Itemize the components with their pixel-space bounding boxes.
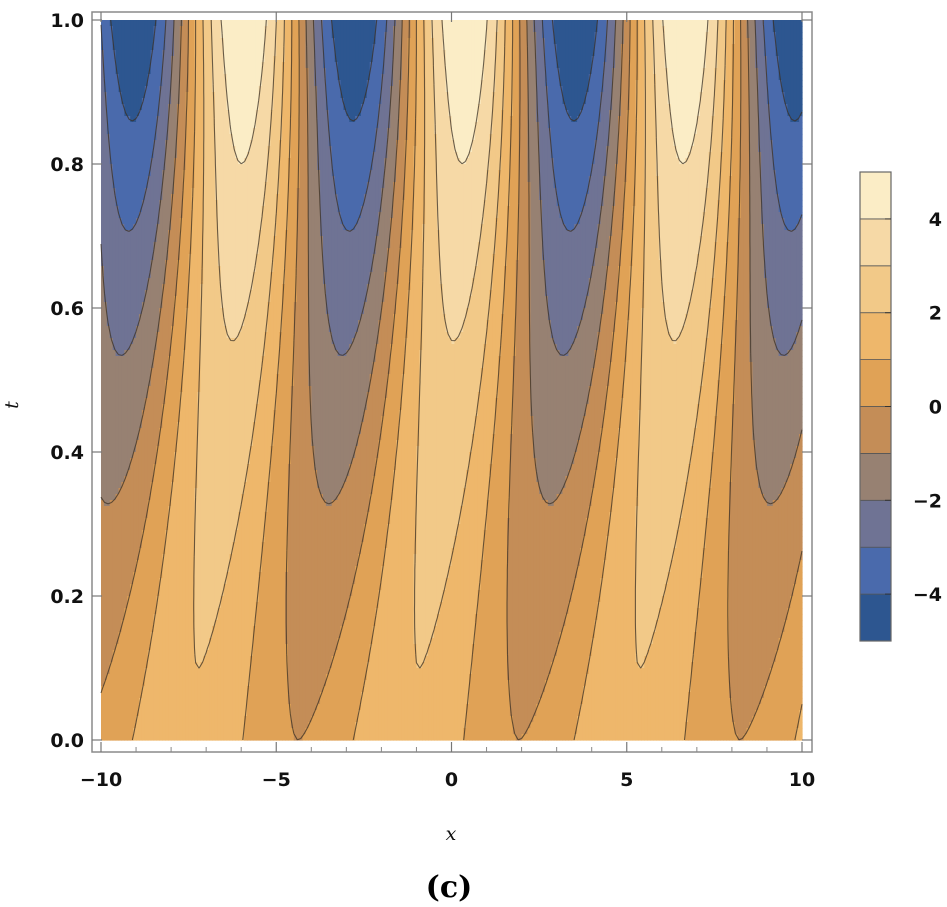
y-tick-label: 0.6 (50, 298, 84, 320)
colorbar-band (859, 499, 892, 548)
contour-plot-area (100, 19, 803, 741)
colorbar-band (859, 312, 892, 361)
colorbar-tick-label: −2 (913, 490, 942, 512)
colorbar-tick-label: 0 (929, 397, 942, 419)
contour-line-level-neg2 (100, 19, 803, 356)
colorbar-band (859, 593, 892, 642)
colorbar-band (859, 546, 892, 595)
colorbar-band (859, 171, 892, 220)
colorbar-band (859, 265, 892, 314)
y-tick-label: 0.4 (50, 442, 84, 464)
y-axis-ticks: 0.0 0.2 0.4 0.6 0.8 1.0 (50, 10, 812, 752)
x-tick-label: 0 (445, 769, 458, 791)
contour-line-level-2 (193, 19, 727, 669)
contour-line-level-3 (210, 19, 719, 342)
x-axis-title: x (446, 823, 457, 845)
y-tick-label: 0.8 (50, 154, 84, 176)
colorbar-tick-label: 4 (929, 209, 942, 231)
colorbar-band (859, 452, 892, 501)
colorbar-band (859, 359, 892, 407)
colorbar-tick-label: −4 (913, 584, 942, 606)
contour-line-level-1 (131, 19, 803, 741)
contour-line-level-neg4 (110, 19, 803, 122)
panel-label: (c) (426, 870, 473, 905)
contour-line-level-0 (100, 19, 803, 741)
contour-line-level-4 (220, 19, 709, 165)
colorbar-band (859, 218, 892, 267)
x-tick-label: 5 (620, 769, 633, 791)
x-tick-label: 10 (789, 769, 815, 791)
contour-line-level-neg1 (100, 19, 803, 505)
x-tick-label: −10 (80, 769, 122, 791)
y-axis-title: t (1, 401, 23, 409)
x-tick-label: −5 (262, 769, 291, 791)
x-axis-ticks: −10 −5 0 5 10 (80, 12, 815, 791)
contour-line-layer (100, 19, 803, 741)
contour-line-level-neg3 (100, 19, 803, 232)
y-tick-label: 1.0 (50, 10, 84, 32)
colorbar: 4 2 0 −2 −4 (859, 171, 942, 642)
y-tick-label: 0.0 (50, 730, 84, 752)
y-tick-label: 0.2 (50, 586, 84, 608)
colorbar-band (859, 406, 892, 454)
colorbar-tick-label: 2 (929, 303, 942, 325)
